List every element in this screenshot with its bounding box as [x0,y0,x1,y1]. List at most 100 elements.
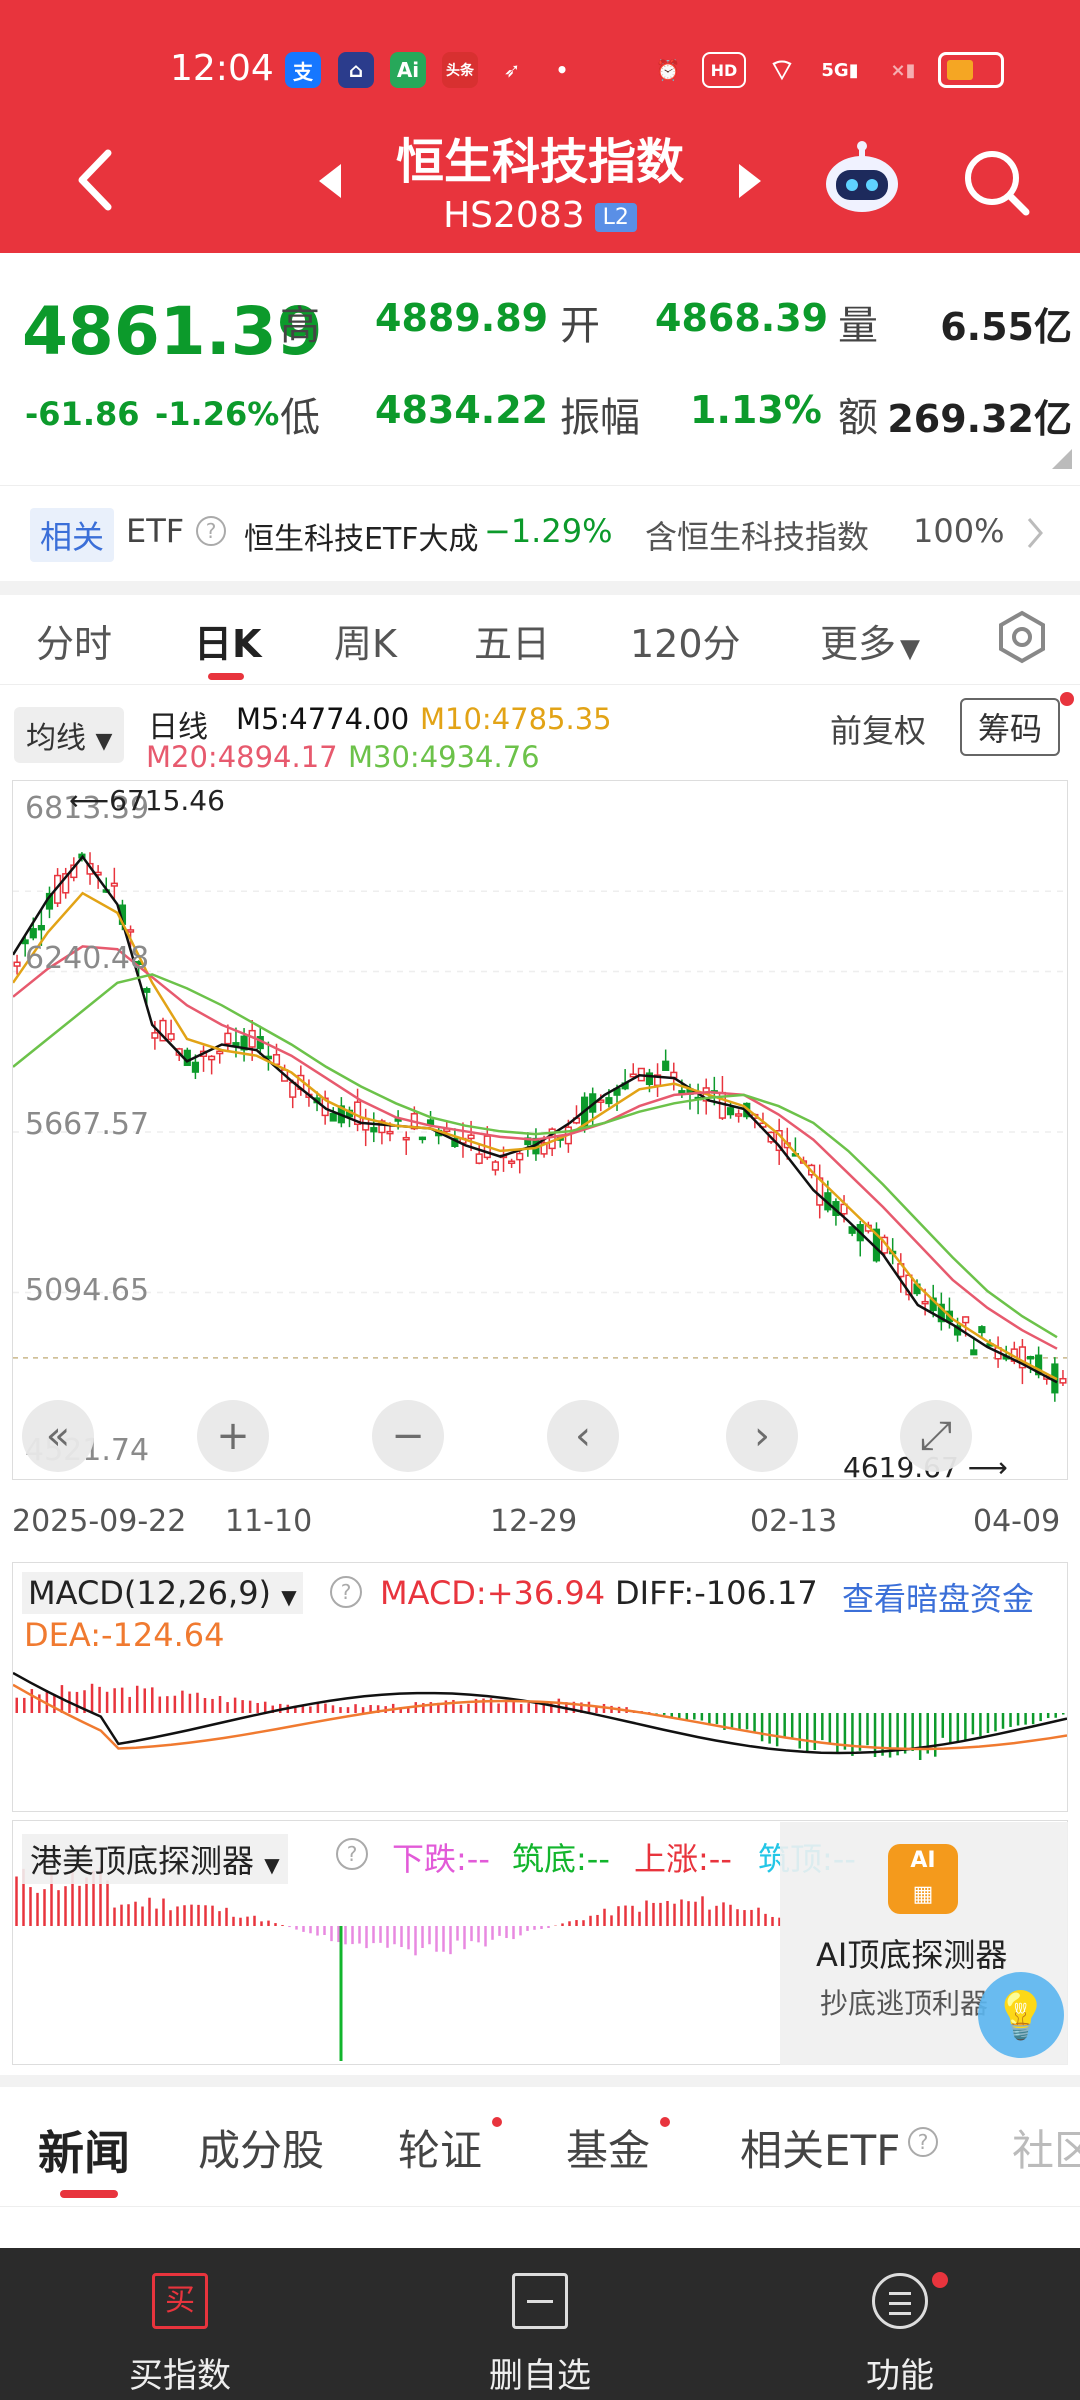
robot-assistant-icon[interactable] [822,140,902,220]
last-price: 4861.39 [22,293,323,370]
expand-corner-icon[interactable] [1052,449,1072,469]
turnover-label: 额 [838,395,878,441]
candle-body [775,1130,783,1152]
signal-icon: ×▮ [890,59,916,81]
candle-body [475,1153,483,1164]
app-icon: Ai [390,52,426,88]
active-tab-indicator [60,2190,118,2198]
wifi-icon: ⌔ [767,53,797,88]
signal-icon: 5G▮ [821,59,859,81]
macd-selector[interactable]: MACD(12,26,9) ▼ [22,1572,303,1614]
help-icon[interactable]: ? [196,516,226,546]
level-badge: L2 [594,202,637,232]
zoom-out-button[interactable]: − [372,1400,444,1472]
amplitude-label: 振幅 [560,395,640,441]
kline-type: 日线 [148,710,208,745]
tab-120-min[interactable]: 120分 [630,622,741,666]
next-stock-icon[interactable] [735,162,765,200]
candle-body [272,1054,281,1066]
diff-line [13,1671,1067,1755]
help-icon[interactable]: ? [336,1838,368,1870]
tab-constituents[interactable]: 成分股 [198,2126,325,2175]
page-title: 恒生科技指数 [395,134,684,190]
tab-warrants[interactable]: 轮证 [398,2126,483,2175]
ma-legend: 均线 ▼ 日线 M5:4774.00 M10:4785.35 M20:4894.… [0,690,1080,780]
kline-chart[interactable]: 6813.39 6240.48 5667.57 5094.65 4521.74 … [12,780,1068,1484]
macd-svg [13,1671,1067,1760]
candle-body [37,925,45,931]
tab-news[interactable]: 新闻 [38,2126,130,2180]
candle-body [13,961,21,967]
volume-label: 量 [838,303,878,349]
candle-body [726,1107,735,1116]
candle-body [143,988,151,993]
remove-watchlist-button[interactable]: 删自选 [360,2248,720,2400]
dark-pool-link[interactable]: 查看暗盘资金 [842,1580,1035,1618]
max-annotation: ⟵6715.46 [69,784,225,817]
tab-daily-k[interactable]: 日K [194,622,262,666]
buy-icon: 买 [152,2273,208,2329]
etf-label: ETF [126,512,185,550]
lightbulb-icon[interactable]: 💡 [978,1972,1064,2058]
tab-funds[interactable]: 基金 [566,2126,651,2175]
candle-body [978,1326,986,1334]
caret-down-icon: ▼ [264,1853,280,1877]
candle-body [159,1019,167,1042]
ma-button[interactable]: 均线 ▼ [14,707,125,763]
legend-m30: M30:4934.76 [348,740,540,774]
menu-circle-icon [872,2273,928,2329]
etf-contains: 含恒生科技指数 [645,518,870,556]
ma-line-m5 [13,854,1058,1384]
buy-index-button[interactable]: 买 买指数 [0,2248,360,2400]
app-icon: ⌂ [338,52,374,88]
help-icon[interactable]: ? [908,2127,938,2157]
detector-selector[interactable]: 港美顶底探测器 ▼ [22,1834,288,1884]
ai-detector-icon: AI ▦ [888,1844,958,1914]
tab-intraday[interactable]: 分时 [36,622,113,666]
max-value: 6715.46 [109,784,225,817]
function-menu-button[interactable]: 功能 [720,2248,1080,2400]
scroll-left-button[interactable]: ‹ [547,1400,619,1472]
chevron-right-icon[interactable] [1025,516,1045,550]
tab-related-etf[interactable]: 相关ETF [740,2126,901,2175]
ai-detector-promo[interactable]: AI ▦ AI顶底探测器 抄底逃顶利器 💡 [780,1822,1068,2065]
prev-stock-icon[interactable] [315,162,345,200]
candle-body [29,928,37,939]
price-change-pct: -1.26% [155,395,280,433]
search-icon[interactable] [962,148,1032,218]
status-time: 12:04 [170,48,274,89]
scroll-start-button[interactable]: « [22,1400,94,1472]
settings-hexagon-icon[interactable] [995,610,1049,664]
detector-label: 港美顶底探测器 [30,1842,255,1880]
adjust-mode[interactable]: 前复权 [830,712,927,750]
candle-body [329,1112,337,1122]
notification-dot [1060,692,1074,706]
candle-body [62,873,70,894]
back-arrow-icon[interactable] [70,145,120,215]
header-bar: 12:04 支 ⌂ Ai 头条 ➶ • ⏰ HD ⌔ 5G▮ ×▮ 恒生科技指数… [0,0,1080,253]
active-tab-indicator [208,673,244,680]
kline-svg [13,852,1067,1402]
fullscreen-button[interactable]: ⤢ [900,1400,972,1472]
tab-community[interactable]: 社区 [1012,2126,1080,2175]
stock-code: HS2083 L2 [0,195,1080,236]
amplitude-value: 1.13% [690,388,822,432]
scroll-right-button[interactable]: › [726,1400,798,1472]
tab-more[interactable]: 更多 ▼ [820,613,920,668]
etf-name[interactable]: 恒生科技ETF大成 [244,522,479,557]
related-etf-row[interactable]: 相关 ETF ? 恒生科技ETF大成 −1.29% 含恒生科技指数 100% [0,485,1080,581]
ma-button-label: 均线 [26,721,86,756]
zoom-in-button[interactable]: + [197,1400,269,1472]
macd-label: MACD(12,26,9) [28,1574,272,1612]
candle-body [937,1303,945,1323]
function-menu-label: 功能 [866,2356,934,2396]
chip-button[interactable]: 筹码 [960,698,1061,756]
candle-body [491,1161,499,1171]
tab-weekly-k[interactable]: 周K [334,622,397,666]
candle-body [386,1130,394,1135]
battery-icon [938,52,1004,88]
help-icon[interactable]: ? [330,1576,362,1608]
tab-five-day[interactable]: 五日 [474,622,551,666]
legend-m20: M20:4894.17 [146,740,338,774]
bottom-status: 筑底:-- [512,1840,610,1878]
